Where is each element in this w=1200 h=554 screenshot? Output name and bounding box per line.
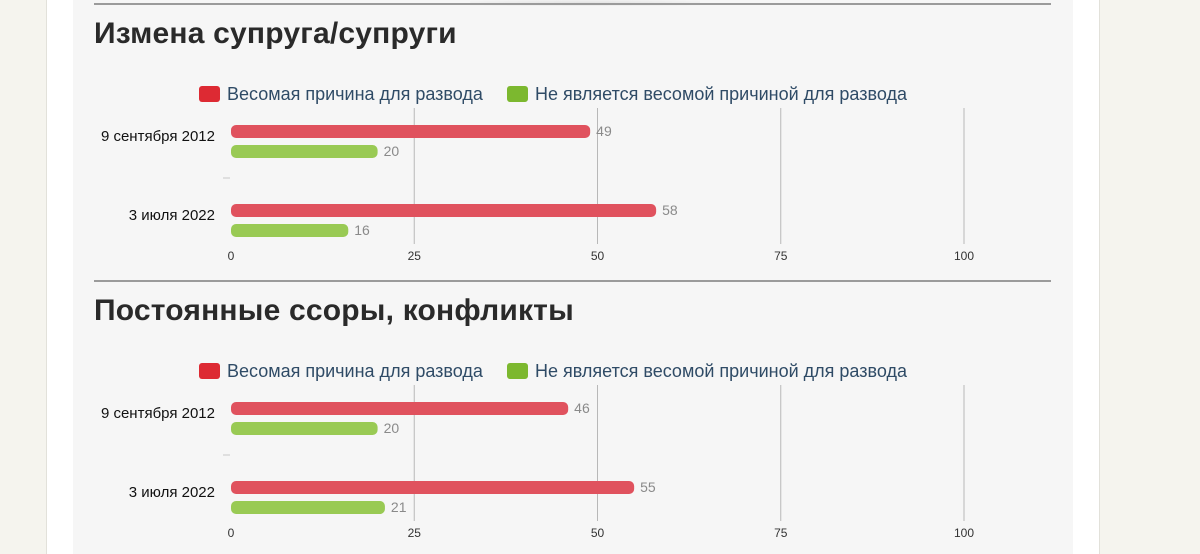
- x-tick-label: 25: [408, 526, 422, 540]
- legend-label-not-weighty: Не является весомой причиной для развода: [535, 84, 907, 104]
- bar-value-label: 58: [662, 202, 678, 218]
- bar-chart-2: 46 20 9 сентября 2012 55 21 3 июля 2022 0 25 50 7…: [101, 385, 974, 540]
- legend-label-not-weighty: Не является весомой причиной для развода: [535, 361, 907, 381]
- category-label: 9 сентября 2012: [101, 128, 215, 145]
- x-tick-label: 0: [228, 249, 235, 263]
- bar-value-label: 55: [640, 479, 656, 495]
- bar-value-label: 20: [384, 420, 400, 436]
- bar: [231, 204, 657, 217]
- x-tick-label: 75: [774, 249, 788, 263]
- bar-value-label: 46: [574, 400, 590, 416]
- category-label: 3 июля 2022: [129, 207, 215, 224]
- bar-value-label: 49: [596, 123, 612, 139]
- bar: [231, 422, 378, 435]
- bar: [231, 145, 378, 158]
- chart-section-2: Постоянные ссоры, конфликты Весомая прич…: [0, 277, 1200, 554]
- x-tick-label: 25: [408, 249, 422, 263]
- bar-value-label: 21: [391, 499, 407, 515]
- page-background-left: [0, 0, 46, 554]
- bar-value-label: 16: [354, 222, 370, 238]
- x-tick-label: 75: [774, 526, 788, 540]
- bar: [231, 402, 569, 415]
- x-tick-label: 100: [954, 526, 974, 540]
- section-divider: [94, 280, 1051, 282]
- legend-label-weighty: Весомая причина для развода: [227, 84, 483, 104]
- bar: [231, 481, 635, 494]
- category-label: 3 июля 2022: [129, 484, 215, 501]
- bar: [231, 501, 385, 514]
- bar-chart-1: 49 20 9 сентября 2012 58 16 3 июля 2022 0 25 50 7…: [101, 108, 974, 263]
- x-tick-label: 0: [228, 526, 235, 540]
- legend-swatch-weighty: [199, 86, 220, 102]
- x-tick-label: 100: [954, 249, 974, 263]
- chart-title: Измена супруга/супруги: [94, 17, 457, 50]
- chart-section-1: Измена супруга/супруги Весомая причина д…: [94, 3, 1051, 263]
- legend-label-weighty: Весомая причина для развода: [227, 361, 483, 381]
- bar: [231, 224, 349, 237]
- bar: [231, 125, 591, 138]
- legend-swatch-not-weighty: [507, 363, 528, 379]
- category-label: 9 сентября 2012: [101, 405, 215, 422]
- bar-value-label: 20: [384, 143, 400, 159]
- legend-swatch-not-weighty: [507, 86, 528, 102]
- page-background-right: [1100, 0, 1200, 554]
- chart-title: Постоянные ссоры, конфликты: [94, 294, 574, 327]
- content-panel: [73, 0, 1073, 554]
- x-tick-label: 50: [591, 249, 605, 263]
- legend-swatch-weighty: [199, 363, 220, 379]
- x-tick-label: 50: [591, 526, 605, 540]
- section-divider: [94, 3, 1051, 5]
